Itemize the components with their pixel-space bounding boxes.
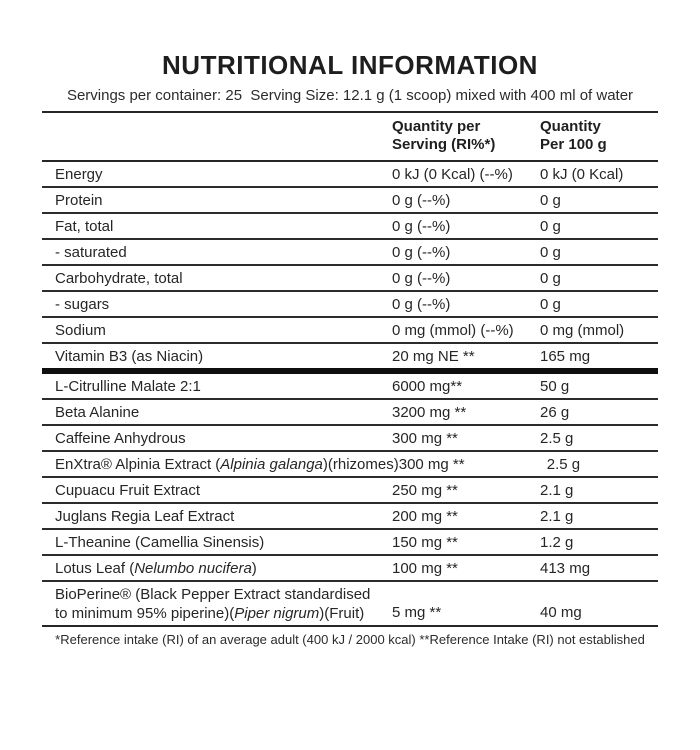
quantity-per-serving: 200 mg ** xyxy=(392,507,458,525)
ingredient-name: Juglans Regia Leaf Extract xyxy=(55,507,235,525)
nutrient-rows-section: Energy 0 kJ (0 Kcal) (--%) 0 kJ (0 Kcal) Pr… xyxy=(42,162,658,368)
ingredient-name: Cupuacu Fruit Extract xyxy=(55,481,201,499)
ingredient-name: L-Citrulline Malate 2:1 xyxy=(55,377,201,395)
quantity-per-100g: 0 g xyxy=(540,295,561,313)
quantity-per-100g: 2.1 g xyxy=(540,507,574,525)
active-ingredient-rows-section: L-Citrulline Malate 2:1 6000 mg** 50 g Beta… xyxy=(42,374,658,625)
quantity-per-100g: 2.1 g xyxy=(540,481,574,499)
table-row: BioPerine® (Black Pepper Extract standar… xyxy=(42,582,658,625)
quantity-per-serving: 0 kJ (0 Kcal) (--%) xyxy=(392,165,513,183)
ingredient-name: - sugars xyxy=(55,295,110,313)
divider-bottom xyxy=(42,625,658,627)
ingredient-name: Protein xyxy=(55,191,103,209)
section-divider xyxy=(42,368,658,374)
table-row: EnXtra® Alpinia Extract (Alpinia galanga… xyxy=(42,452,658,478)
header-quantity-per-serving-line1: Quantity per xyxy=(392,118,481,135)
quantity-per-serving: 100 mg ** xyxy=(392,559,458,577)
quantity-per-100g: 165 mg xyxy=(540,347,591,365)
quantity-per-100g: 0 g xyxy=(540,243,561,261)
quantity-per-serving: 20 mg NE ** xyxy=(392,347,475,365)
table-row: Beta Alanine 3200 mg ** 26 g xyxy=(42,400,658,426)
table-row: Juglans Regia Leaf Extract 200 mg ** 2.1 g xyxy=(42,504,658,530)
ingredient-name: Sodium xyxy=(55,321,106,339)
quantity-per-serving: 6000 mg** xyxy=(392,377,463,395)
quantity-per-serving: 0 g (--%) xyxy=(392,217,451,235)
table-row: Lotus Leaf (Nelumbo nucifera) 100 mg ** 41… xyxy=(42,556,658,582)
table-row: - saturated 0 g (--%) 0 g xyxy=(42,240,658,266)
table-row: L-Citrulline Malate 2:1 6000 mg** 50 g xyxy=(42,374,658,400)
quantity-per-100g: 0 mg (mmol) xyxy=(540,321,625,339)
table-row: - sugars 0 g (--%) 0 g xyxy=(42,292,658,318)
header-quantity-per-100g-line2: Per 100 g xyxy=(540,136,607,153)
ingredient-name: Lotus Leaf (Nelumbo nucifera) xyxy=(55,559,257,577)
quantity-per-serving: 5 mg ** xyxy=(392,604,442,621)
ingredient-name: - saturated xyxy=(55,243,127,261)
serving-info: Servings per container: 25 Serving Size:… xyxy=(66,87,634,104)
quantity-per-100g: 0 g xyxy=(540,217,561,235)
quantity-per-serving: 250 mg ** xyxy=(392,481,458,499)
ingredient-name: Beta Alanine xyxy=(55,403,140,421)
ingredient-name: EnXtra® Alpinia Extract (Alpinia galanga… xyxy=(55,455,399,473)
table-row: Caffeine Anhydrous 300 mg ** 2.5 g xyxy=(42,426,658,452)
ingredient-name: Fat, total xyxy=(55,217,114,235)
quantity-per-serving: 300 mg ** xyxy=(392,429,458,447)
quantity-per-100g: 40 mg xyxy=(540,604,582,621)
quantity-per-serving: 0 g (--%) xyxy=(392,295,451,313)
table-row: Sodium 0 mg (mmol) (--%) 0 mg (mmol) xyxy=(42,318,658,344)
divider-top xyxy=(42,111,658,113)
quantity-per-100g: 26 g xyxy=(540,403,570,421)
quantity-per-100g: 0 g xyxy=(540,191,561,209)
divider-header-bottom xyxy=(42,160,658,162)
quantity-per-serving: 0 g (--%) xyxy=(392,191,451,209)
quantity-per-serving: 0 g (--%) xyxy=(392,269,451,287)
quantity-per-serving: 150 mg ** xyxy=(392,533,458,551)
quantity-per-100g: 2.5 g xyxy=(540,429,574,447)
ingredient-name: Caffeine Anhydrous xyxy=(55,429,186,447)
ingredient-name: BioPerine® (Black Pepper Extract standar… xyxy=(55,586,371,622)
table-row: Energy 0 kJ (0 Kcal) (--%) 0 kJ (0 Kcal) xyxy=(42,162,658,188)
quantity-per-100g: 0 g xyxy=(540,269,561,287)
header-quantity-per-100g: Quantity Per 100 g xyxy=(540,118,658,154)
quantity-per-100g: 0 kJ (0 Kcal) xyxy=(540,165,624,183)
ingredient-name: L-Theanine (Camellia Sinensis) xyxy=(55,533,265,551)
quantity-per-100g: 50 g xyxy=(540,377,570,395)
table-row: Fat, total 0 g (--%) 0 g xyxy=(42,214,658,240)
quantity-per-serving: 3200 mg ** xyxy=(392,403,467,421)
header-ingredient xyxy=(42,118,392,154)
quantity-per-100g: 1.2 g xyxy=(540,533,574,551)
header-quantity-per-100g-line1: Quantity xyxy=(540,118,601,135)
ingredient-name: Energy xyxy=(55,165,103,183)
table-header: Quantity per Serving (RI%*) Quantity Per… xyxy=(42,113,658,160)
table-row: Cupuacu Fruit Extract 250 mg ** 2.1 g xyxy=(42,478,658,504)
quantity-per-100g: 2.5 g xyxy=(546,455,581,473)
quantity-per-serving: 300 mg ** xyxy=(398,455,465,473)
table-row: Carbohydrate, total 0 g (--%) 0 g xyxy=(42,266,658,292)
ingredient-name: Carbohydrate, total xyxy=(55,269,183,287)
quantity-per-serving: 0 g (--%) xyxy=(392,243,451,261)
table-row: Vitamin B3 (as Niacin) 20 mg NE ** 165 mg xyxy=(42,344,658,368)
page-title: NUTRITIONAL INFORMATION xyxy=(162,50,538,80)
ingredient-name: Vitamin B3 (as Niacin) xyxy=(55,347,204,365)
table-row: L-Theanine (Camellia Sinensis) 150 mg ** 1… xyxy=(42,530,658,556)
table-row: Protein 0 g (--%) 0 g xyxy=(42,188,658,214)
header-quantity-per-serving-line2: Serving (RI%*) xyxy=(392,136,496,153)
nutrition-panel: NUTRITIONAL INFORMATION Servings per con… xyxy=(0,50,700,647)
header-quantity-per-serving: Quantity per Serving (RI%*) xyxy=(392,118,540,154)
quantity-per-100g: 413 mg xyxy=(540,559,591,577)
reference-footnote: *Reference intake (RI) of an average adu… xyxy=(55,632,645,647)
quantity-per-serving: 0 mg (mmol) (--%) xyxy=(392,321,514,339)
